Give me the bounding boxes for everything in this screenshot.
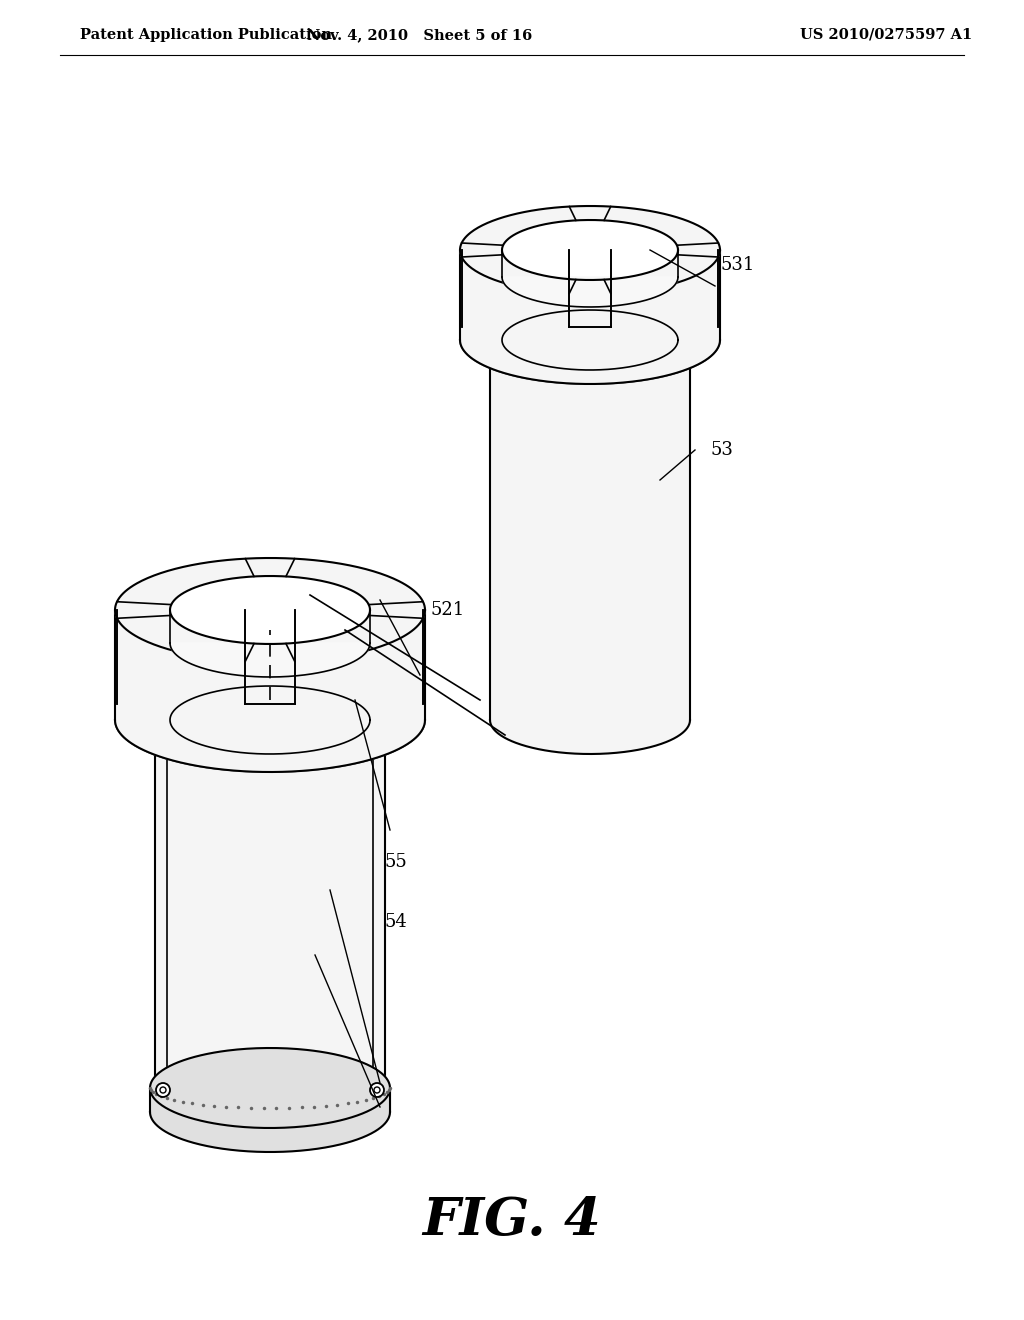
Polygon shape [170,643,370,677]
Polygon shape [150,1111,390,1152]
Polygon shape [155,682,385,758]
Text: Nov. 4, 2010   Sheet 5 of 16: Nov. 4, 2010 Sheet 5 of 16 [307,28,532,42]
Polygon shape [502,277,678,308]
Text: Patent Application Publication: Patent Application Publication [80,28,332,42]
Polygon shape [155,719,385,1100]
Polygon shape [490,341,690,719]
Circle shape [370,1082,384,1097]
Polygon shape [155,1100,385,1138]
Polygon shape [170,576,370,644]
Text: 54: 54 [385,913,408,931]
Text: 521: 521 [430,601,464,619]
Circle shape [156,1082,170,1097]
Circle shape [374,1086,380,1093]
Text: 53: 53 [710,441,733,459]
Text: 531: 531 [720,256,755,275]
Polygon shape [115,558,425,663]
Polygon shape [460,206,720,294]
Polygon shape [460,341,720,384]
Polygon shape [150,1088,390,1111]
Text: FIG. 4: FIG. 4 [423,1195,601,1246]
Text: 55: 55 [385,853,408,871]
Polygon shape [115,610,425,719]
Circle shape [160,1086,166,1093]
Polygon shape [502,220,678,280]
Polygon shape [490,306,690,374]
Polygon shape [460,249,720,341]
Text: US 2010/0275597 A1: US 2010/0275597 A1 [800,28,972,42]
Polygon shape [150,1048,390,1129]
Polygon shape [490,719,690,754]
Text: 52: 52 [406,681,428,700]
Polygon shape [115,719,425,772]
